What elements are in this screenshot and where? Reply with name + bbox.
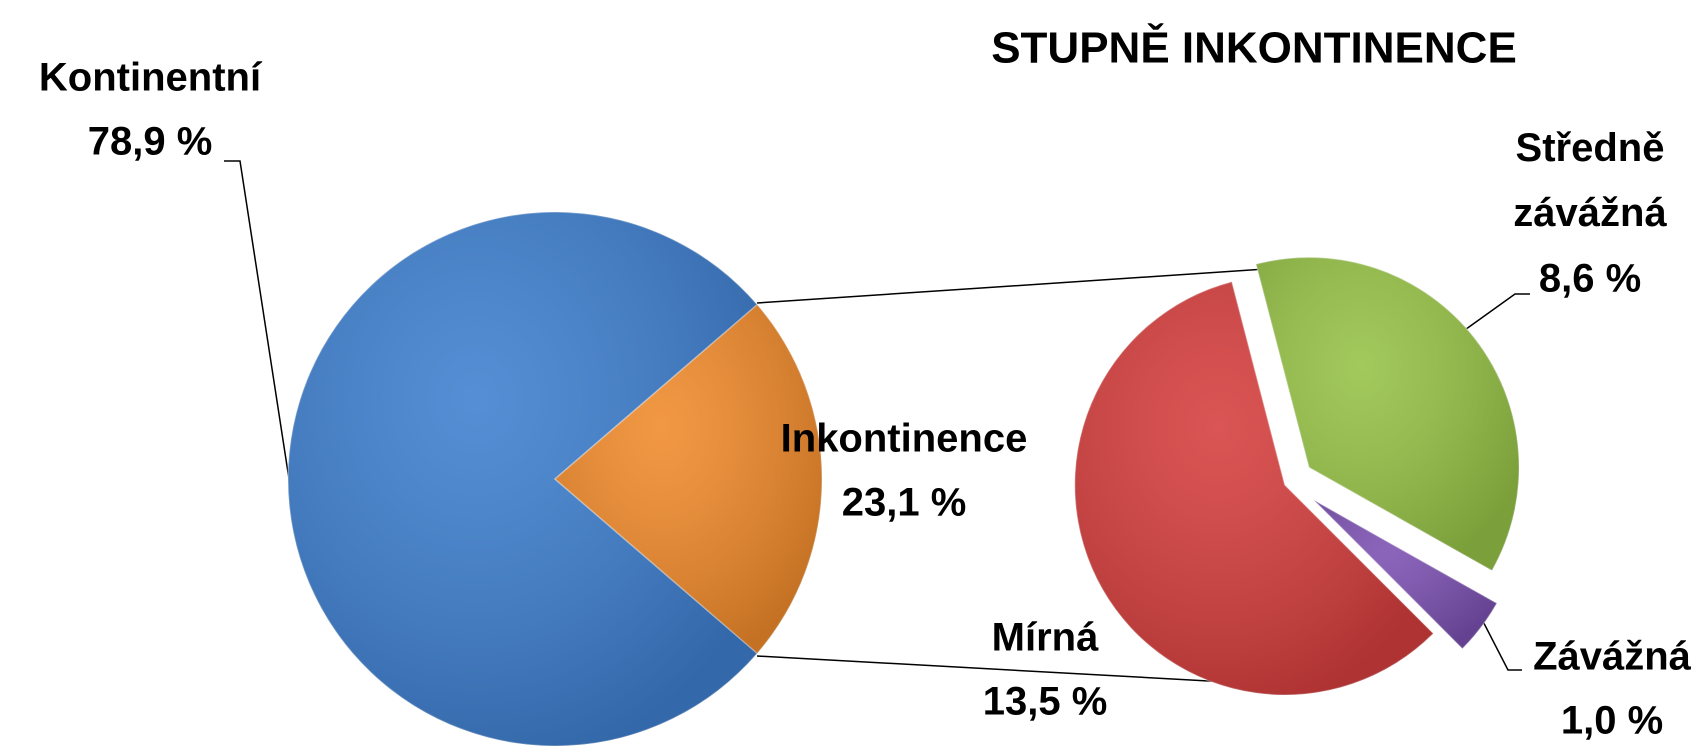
slice-label: Mírná xyxy=(992,616,1099,660)
slice-shade xyxy=(1074,281,1434,695)
chart-title: STUPNĚ INKONTINENCE xyxy=(991,23,1517,73)
slice-label: Kontinentní xyxy=(39,56,263,100)
leader-line xyxy=(1461,293,1530,333)
value-label: 1,0 % xyxy=(1561,699,1663,743)
value-label: 23,1 % xyxy=(842,481,967,525)
leader-line xyxy=(224,160,290,480)
leader-line xyxy=(1471,599,1522,671)
connector-line xyxy=(756,266,1297,304)
slice-label: Středně závážná xyxy=(1513,126,1667,235)
slice-label: Inkontinence xyxy=(781,417,1028,461)
value-label: 13,5 % xyxy=(983,680,1108,724)
slice-label: Závážná xyxy=(1533,635,1692,679)
value-label: 8,6 % xyxy=(1539,257,1641,301)
value-label: 78,9 % xyxy=(88,120,213,164)
slice-shade xyxy=(555,304,822,654)
slice-shade xyxy=(1256,257,1520,571)
slice-shade xyxy=(1313,500,1497,649)
slice-shade xyxy=(288,212,758,746)
connector-line xyxy=(756,655,1264,685)
